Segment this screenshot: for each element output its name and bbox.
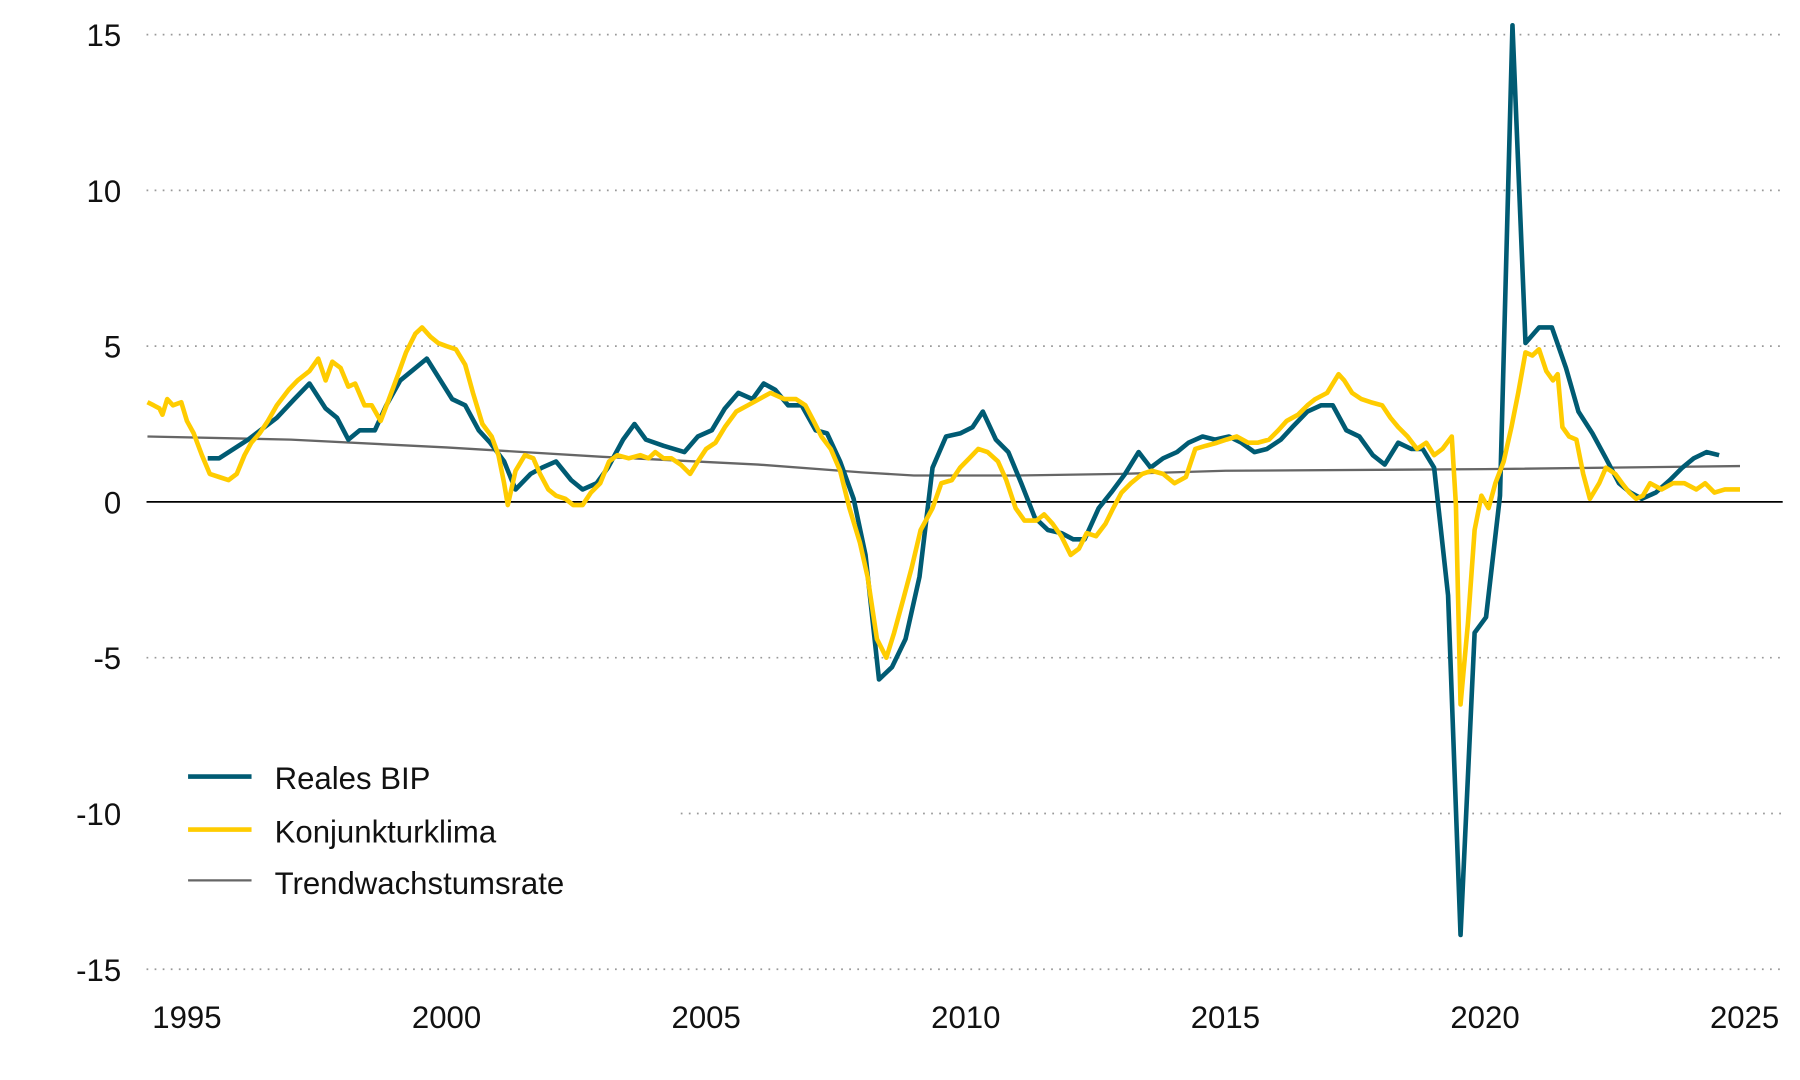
y-tick-label: 15 [87,18,122,53]
series-line-konjunkturklima [146,325,1740,707]
grid [146,33,1783,971]
y-tick-label: 0 [104,485,121,520]
series-group [146,22,1741,938]
x-tick-label: 2025 [1710,1000,1779,1035]
legend-label-reales-bip: Reales BIP [275,761,431,796]
x-tick-label: 2000 [412,1000,481,1035]
series-line-trendwachstumsrate [147,435,1741,477]
y-tick-label: 5 [104,330,121,365]
y-tick-label: 10 [87,174,122,209]
x-tick-label: 1995 [152,1000,221,1035]
legend-label-konjunkturklima: Konjunkturklima [275,814,497,849]
y-tick-label: -5 [93,641,121,676]
x-axis: 1995 2000 2005 2010 2015 2020 2025 [152,1000,1779,1035]
x-tick-label: 2015 [1191,1000,1260,1035]
x-tick-label: 2010 [931,1000,1000,1035]
y-axis: 15 10 5 0 -5 -10 -15 [76,18,121,988]
x-tick-label: 2005 [672,1000,741,1035]
y-tick-label: -15 [76,953,121,988]
legend-label-trendwachstumsrate: Trendwachstumsrate [275,866,565,901]
y-tick-label: -10 [76,797,121,832]
x-tick-label: 2020 [1450,1000,1519,1035]
legend-background [173,744,658,918]
legend: Reales BIP Konjunkturklima Trendwachstum… [173,744,658,918]
